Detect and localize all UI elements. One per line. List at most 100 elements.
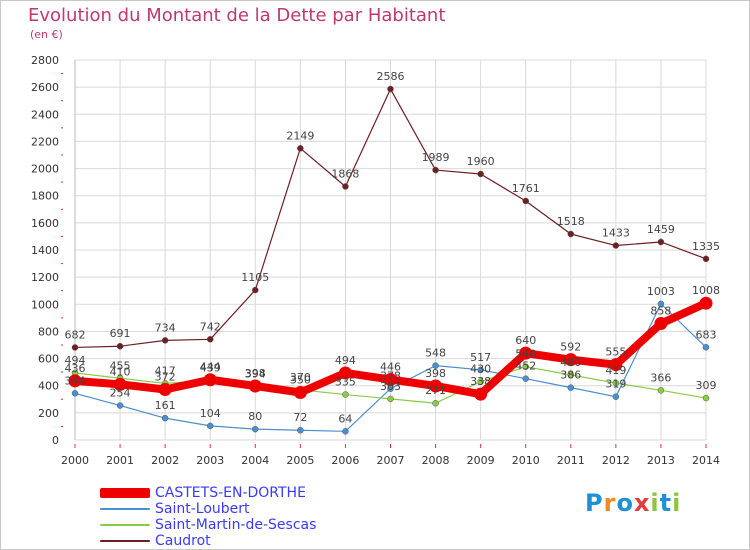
x-tick-label: 2013 <box>647 454 675 467</box>
data-point <box>161 337 169 344</box>
data-label: 254 <box>110 387 131 400</box>
y-tick-label: 1600 <box>31 217 59 230</box>
data-point <box>293 386 307 399</box>
data-label: 517 <box>470 351 491 364</box>
y-tick-label: 200 <box>38 407 59 420</box>
data-label: 378 <box>380 370 401 383</box>
x-tick-label: 2002 <box>151 454 179 467</box>
data-label: 555 <box>605 346 626 359</box>
x-tick-label: 2011 <box>557 454 585 467</box>
data-point <box>522 363 529 370</box>
data-label: 64 <box>338 412 352 425</box>
data-label: 480 <box>560 356 581 369</box>
data-label: 80 <box>248 410 262 423</box>
data-label: 398 <box>425 367 446 380</box>
x-tick-label: 2012 <box>602 454 630 467</box>
data-label: 1335 <box>692 240 720 253</box>
data-label: 398 <box>245 367 266 380</box>
data-label: 303 <box>380 380 401 393</box>
data-label: 494 <box>65 354 86 367</box>
data-point <box>702 394 710 402</box>
data-point <box>432 362 439 369</box>
data-point <box>477 378 484 385</box>
data-point <box>522 197 529 205</box>
data-label: 366 <box>650 371 671 384</box>
data-point <box>567 230 575 238</box>
data-label: 455 <box>110 359 131 372</box>
data-point <box>612 379 620 387</box>
data-point <box>252 425 259 433</box>
data-point <box>657 300 665 308</box>
legend-label: Saint-Loubert <box>155 501 250 517</box>
chart-title: Evolution du Montant de la Dette par Hab… <box>28 5 446 26</box>
data-point <box>116 342 124 350</box>
data-point <box>657 238 665 246</box>
data-label: 691 <box>110 327 131 340</box>
x-tick-label: 2004 <box>241 454 269 467</box>
data-label: 344 <box>65 374 86 387</box>
data-point <box>71 344 79 351</box>
data-point <box>297 426 304 434</box>
y-tick-label: 1400 <box>31 244 59 257</box>
axis-layer: 0 200 400 600 800 1000 1200 1400 1600 1800 2000 220… <box>31 54 720 467</box>
legend-label: CASTETS-EN-DORTHE <box>155 485 306 501</box>
series-layer <box>68 85 713 435</box>
data-point <box>657 387 665 394</box>
data-point <box>429 379 443 393</box>
legend-label: Saint-Martin-de-Sescas <box>155 517 317 533</box>
data-point <box>297 145 304 152</box>
x-tick-label: 2009 <box>467 454 495 467</box>
logo-letter: i <box>650 489 660 517</box>
data-label: 419 <box>605 364 626 377</box>
data-label-layer: 436 410 372 444 398 350 494 446 398 338 640 592 555 8… <box>65 70 721 425</box>
data-label: 1989 <box>422 151 450 164</box>
logo-letter: r <box>603 489 617 517</box>
data-label: 2149 <box>286 129 314 142</box>
x-tick-label: 2003 <box>196 454 224 467</box>
chart-subtitle: (en €) <box>30 28 63 41</box>
data-label: 394 <box>245 368 266 381</box>
data-point <box>387 395 394 403</box>
legend-swatch <box>100 488 150 498</box>
data-label: 1459 <box>647 223 675 236</box>
x-tick-label: 2001 <box>106 454 134 467</box>
logo-letter: x <box>633 489 651 517</box>
data-point <box>384 372 397 386</box>
data-label: 271 <box>425 384 446 397</box>
data-point <box>654 317 668 331</box>
data-point <box>113 377 127 391</box>
y-tick-label: 1800 <box>31 190 59 203</box>
data-label: 592 <box>560 341 581 354</box>
x-tick-label: 2000 <box>61 454 89 467</box>
data-point <box>252 286 259 294</box>
x-tick-label: 2008 <box>422 454 450 467</box>
data-label: 494 <box>335 354 356 367</box>
data-label: 1008 <box>692 284 720 297</box>
data-label: 540 <box>515 348 536 361</box>
x-tick-label: 2007 <box>377 454 405 467</box>
data-point <box>522 375 529 382</box>
data-point <box>567 384 575 391</box>
legend-swatch <box>100 508 150 510</box>
data-point <box>432 399 439 407</box>
data-label: 439 <box>200 361 221 374</box>
data-label: 452 <box>515 360 536 373</box>
data-label: 548 <box>425 347 446 360</box>
y-tick-label: 1000 <box>31 298 59 311</box>
data-point <box>567 371 575 379</box>
y-tick-label: 2400 <box>31 108 59 121</box>
data-point <box>161 414 169 422</box>
data-point <box>477 170 484 178</box>
data-point <box>699 296 713 310</box>
data-point <box>206 336 214 343</box>
data-point <box>342 183 349 190</box>
data-label: 309 <box>696 379 717 392</box>
data-label: 410 <box>110 365 131 378</box>
data-label: 1960 <box>467 155 495 168</box>
data-label: 417 <box>155 364 176 377</box>
data-point <box>564 353 578 367</box>
y-tick-label: 600 <box>38 353 59 366</box>
data-label: 1868 <box>331 167 359 180</box>
legend-swatch <box>100 540 150 542</box>
